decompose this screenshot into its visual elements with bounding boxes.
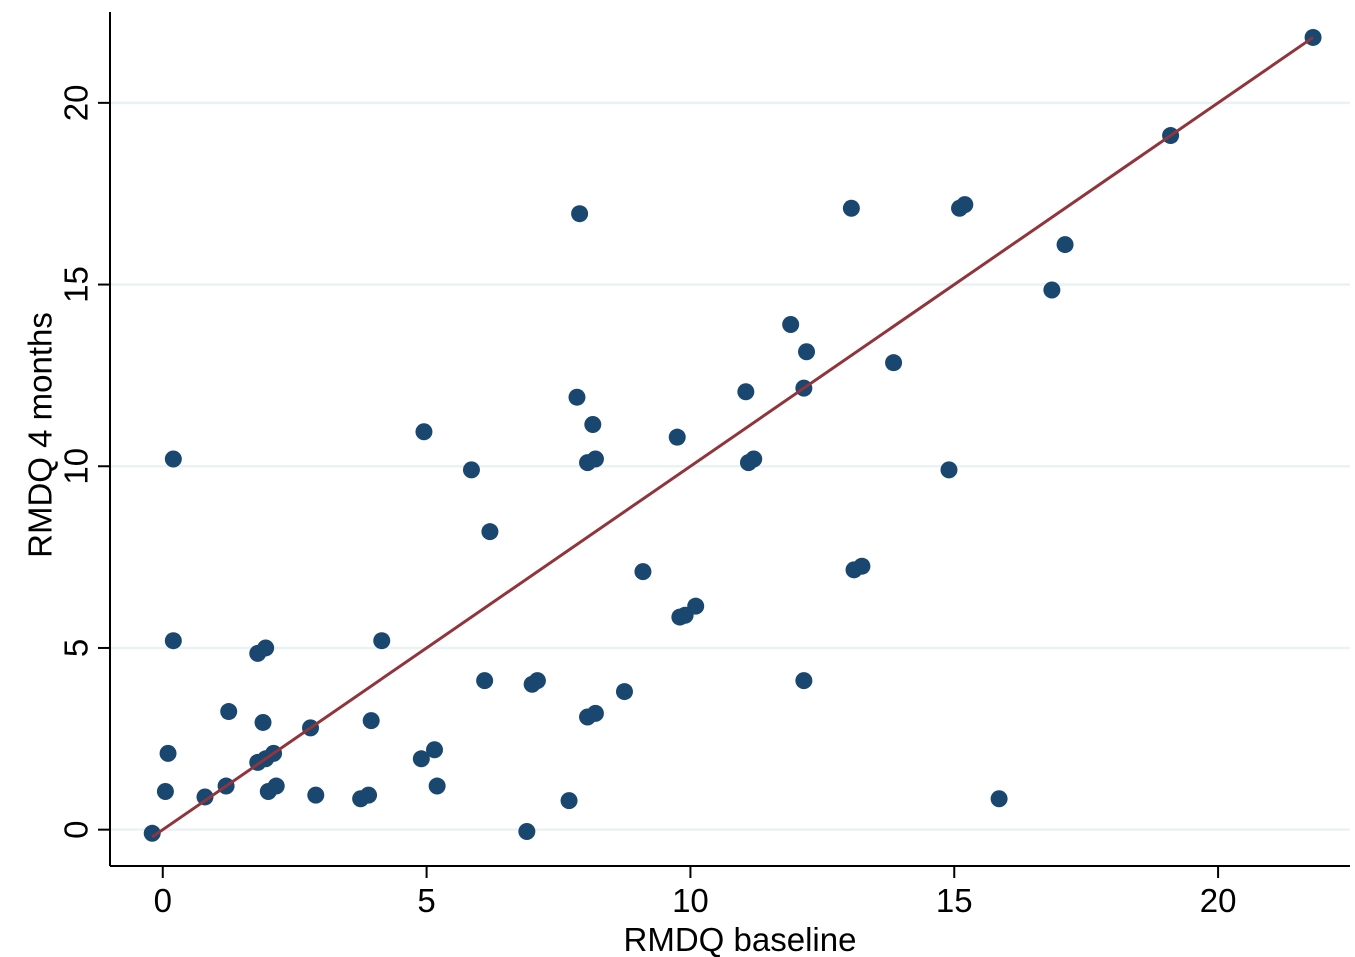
y-tick-label: 20	[58, 84, 95, 121]
data-point	[885, 354, 903, 372]
data-point	[571, 205, 589, 223]
data-point	[1043, 281, 1061, 299]
data-point	[415, 423, 433, 441]
data-point	[360, 786, 378, 804]
y-tick-label: 15	[58, 266, 95, 303]
data-point	[745, 450, 763, 468]
tick-marks	[98, 101, 1220, 878]
data-point	[940, 461, 958, 479]
y-tick-label: 10	[58, 448, 95, 485]
data-point	[257, 639, 275, 657]
data-point	[990, 790, 1008, 808]
x-tick-label: 20	[1200, 882, 1237, 919]
x-axis-title: RMDQ baseline	[624, 921, 857, 957]
data-point	[156, 783, 174, 801]
data-point	[518, 822, 536, 840]
data-point	[798, 343, 816, 361]
data-point	[481, 523, 499, 541]
data-point	[634, 563, 652, 581]
data-point	[373, 632, 391, 650]
y-tick-label: 0	[58, 820, 95, 838]
data-point	[220, 703, 238, 721]
data-point	[586, 704, 604, 722]
y-tick-label: 5	[58, 639, 95, 657]
data-point	[782, 316, 800, 334]
data-point	[1056, 236, 1074, 254]
x-tick-label: 15	[936, 882, 973, 919]
data-point	[476, 672, 494, 690]
data-point	[462, 461, 480, 479]
data-point	[560, 792, 578, 810]
data-point	[426, 741, 444, 759]
data-point	[586, 450, 604, 468]
data-point	[196, 788, 214, 806]
data-point	[737, 383, 755, 401]
data-point	[956, 196, 974, 214]
x-tick-label: 10	[672, 882, 709, 919]
data-point	[362, 712, 380, 730]
x-tick-label: 0	[154, 882, 172, 919]
data-point	[428, 777, 446, 795]
data-point	[412, 750, 430, 768]
data-point	[307, 786, 325, 804]
data-point	[143, 824, 161, 842]
data-point	[584, 415, 602, 433]
data-point	[687, 597, 705, 615]
y-axis-title: RMDQ 4 months	[22, 312, 59, 558]
axes	[109, 12, 1350, 867]
data-point	[853, 557, 871, 575]
data-point	[615, 683, 633, 701]
data-points	[143, 28, 1322, 842]
data-point	[842, 199, 860, 217]
reference-line	[151, 36, 1314, 839]
tick-labels: 0 5 10 15 20 0 5 10 15 20	[58, 84, 1237, 919]
data-point	[528, 672, 546, 690]
data-point	[668, 428, 686, 446]
data-point	[267, 777, 285, 795]
data-point	[164, 632, 182, 650]
gridlines	[110, 101, 1350, 831]
x-tick-label: 5	[417, 882, 435, 919]
data-point	[159, 744, 177, 762]
data-point	[254, 713, 272, 731]
data-point	[795, 672, 813, 690]
data-point	[568, 388, 586, 406]
data-point	[164, 450, 182, 468]
